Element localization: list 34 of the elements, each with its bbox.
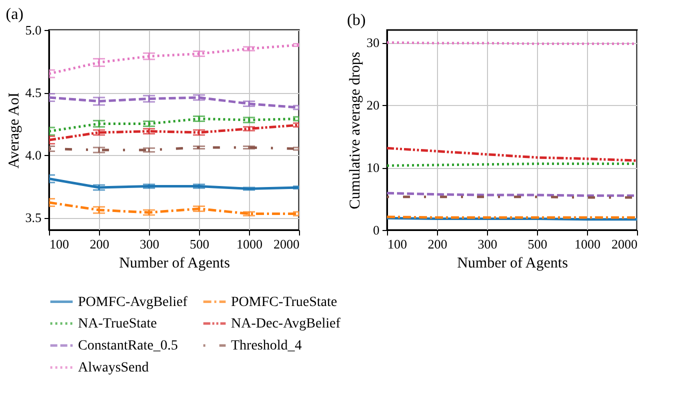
x-tick-label: 1000	[236, 236, 262, 252]
x-tick-label: 2000	[612, 236, 638, 252]
y-tick-label: 3.5	[25, 210, 42, 225]
x-axis-title: Number of Agents	[119, 256, 230, 272]
x-tick-label: 200	[428, 236, 448, 252]
y-tick-label: 0	[373, 222, 380, 238]
legend-label: NA-TrueState	[78, 316, 157, 332]
y-axis-title: Cumulative average drops	[348, 52, 364, 210]
y-tick-label: 5.0	[25, 22, 42, 38]
x-tick-label: 2000	[274, 236, 300, 252]
legend-label: AlwaysSend	[78, 360, 149, 376]
legend-label: POMFC-AvgBelief	[78, 294, 188, 310]
line-series	[387, 146, 637, 162]
x-tick-label: 1000	[574, 236, 600, 252]
x-tick-label: 500	[528, 236, 548, 252]
y-tick-label: 10	[366, 160, 380, 175]
legend-label: NA-Dec-AvgBelief	[231, 316, 341, 332]
y-tick-label: 30	[366, 35, 380, 50]
x-tick-label: 100	[388, 236, 407, 252]
legend-label: Threshold_4	[231, 338, 302, 354]
legend-label: ConstantRate_0.5	[78, 338, 178, 354]
y-tick-label: 4.5	[25, 85, 42, 100]
x-axis-title: Number of Agents	[457, 256, 568, 272]
x-tick-label: 200	[90, 236, 110, 252]
y-axis-title: Average AoI	[6, 92, 22, 168]
x-tick-label: 100	[50, 236, 69, 252]
x-tick-label: 300	[140, 236, 160, 252]
y-tick-label: 4.0	[25, 148, 42, 162]
y-tick-label: 20	[366, 98, 380, 112]
chart-title: (b)	[347, 12, 366, 29]
x-tick-label: 500	[190, 236, 210, 252]
legend-label: POMFC-TrueState	[231, 294, 338, 310]
chart-title: (a)	[6, 6, 24, 23]
x-tick-label: 300	[478, 236, 498, 252]
